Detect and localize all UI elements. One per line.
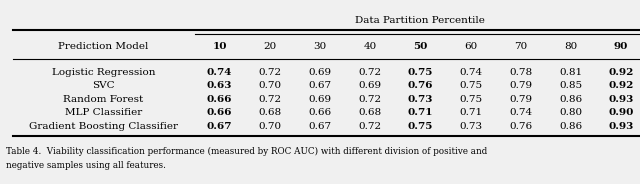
Text: 0.71: 0.71 [408, 108, 433, 117]
Text: 0.85: 0.85 [559, 81, 582, 90]
Text: 0.86: 0.86 [559, 122, 582, 131]
Text: 0.76: 0.76 [408, 81, 433, 90]
Text: 0.72: 0.72 [358, 122, 381, 131]
Text: 0.81: 0.81 [559, 68, 582, 77]
Text: 0.75: 0.75 [408, 122, 433, 131]
Text: 0.93: 0.93 [609, 95, 634, 104]
Text: 0.67: 0.67 [207, 122, 232, 131]
Text: 40: 40 [364, 42, 377, 51]
Text: 0.74: 0.74 [207, 68, 232, 77]
Text: 0.66: 0.66 [207, 95, 232, 104]
Text: 0.79: 0.79 [509, 95, 532, 104]
Text: SVC: SVC [92, 81, 115, 90]
Text: 0.74: 0.74 [459, 68, 482, 77]
Text: 0.72: 0.72 [358, 68, 381, 77]
Text: 0.92: 0.92 [609, 81, 634, 90]
Text: Table 4.  Viability classification performance (measured by ROC AUC) with differ: Table 4. Viability classification perfor… [6, 147, 488, 156]
Text: 0.67: 0.67 [308, 81, 332, 90]
Text: negative samples using all features.: negative samples using all features. [6, 161, 166, 170]
Text: Logistic Regression: Logistic Regression [52, 68, 156, 77]
Text: 0.93: 0.93 [609, 122, 634, 131]
Text: 50: 50 [413, 42, 428, 51]
Text: 0.74: 0.74 [509, 108, 532, 117]
Text: 0.68: 0.68 [358, 108, 381, 117]
Text: Gradient Boosting Classifier: Gradient Boosting Classifier [29, 122, 178, 131]
Text: 0.86: 0.86 [559, 95, 582, 104]
Text: 0.73: 0.73 [408, 95, 433, 104]
Text: Random Forest: Random Forest [63, 95, 144, 104]
Text: 0.72: 0.72 [259, 68, 282, 77]
Text: 0.90: 0.90 [609, 108, 634, 117]
Text: 0.72: 0.72 [358, 95, 381, 104]
Text: MLP Classifier: MLP Classifier [65, 108, 142, 117]
Text: 30: 30 [314, 42, 326, 51]
Text: 0.72: 0.72 [259, 95, 282, 104]
Text: 0.75: 0.75 [459, 95, 482, 104]
Text: 0.63: 0.63 [207, 81, 232, 90]
Text: 0.79: 0.79 [509, 81, 532, 90]
Text: 0.76: 0.76 [509, 122, 532, 131]
Text: 0.75: 0.75 [408, 68, 433, 77]
Text: 0.69: 0.69 [308, 68, 332, 77]
Text: 0.66: 0.66 [308, 108, 332, 117]
Text: 0.80: 0.80 [559, 108, 582, 117]
Text: 0.67: 0.67 [308, 122, 332, 131]
Text: 0.78: 0.78 [509, 68, 532, 77]
Text: 10: 10 [212, 42, 227, 51]
Text: 0.66: 0.66 [207, 108, 232, 117]
Text: 0.73: 0.73 [459, 122, 482, 131]
Text: 60: 60 [464, 42, 477, 51]
Text: Prediction Model: Prediction Model [58, 42, 149, 51]
Text: 20: 20 [263, 42, 276, 51]
Text: 0.70: 0.70 [259, 81, 282, 90]
Text: 90: 90 [614, 42, 628, 51]
Text: 0.68: 0.68 [259, 108, 282, 117]
Text: 0.92: 0.92 [609, 68, 634, 77]
Text: 0.69: 0.69 [308, 95, 332, 104]
Text: 0.75: 0.75 [459, 81, 482, 90]
Text: Data Partition Percentile: Data Partition Percentile [355, 16, 485, 25]
Text: 0.69: 0.69 [358, 81, 381, 90]
Text: 80: 80 [564, 42, 577, 51]
Text: 70: 70 [514, 42, 527, 51]
Text: 0.71: 0.71 [459, 108, 482, 117]
Text: 0.70: 0.70 [259, 122, 282, 131]
